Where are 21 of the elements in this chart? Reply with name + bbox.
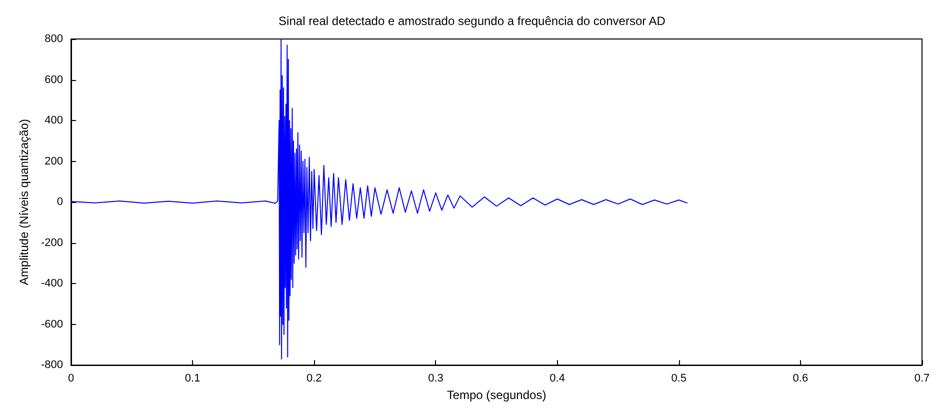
y-axis-title: Amplitude (Níveis quantização)	[17, 119, 32, 286]
y-tick-label: -400	[40, 278, 63, 290]
y-tick-label: 200	[44, 155, 63, 168]
x-tick-label: 0.1	[184, 372, 200, 385]
y-tick-label: 400	[44, 114, 63, 127]
y-tick-label: -800	[40, 359, 63, 372]
chart-title: Sinal real detectado e amostrado segundo a frequência do conversor AD	[278, 14, 666, 28]
x-tick-label: 0.2	[306, 372, 322, 385]
line-series	[70, 38, 688, 360]
x-tick-label: 0.4	[550, 372, 565, 385]
y-tick-label: 600	[44, 74, 63, 86]
x-tick-label: 0.7	[914, 372, 930, 385]
x-axis-title: Tempo (segundos)	[446, 388, 546, 402]
x-tick-label: 0.5	[671, 372, 687, 385]
y-tick-label: 800	[44, 33, 63, 45]
x-tick-label: 0	[68, 372, 74, 385]
y-tick-label: 0	[56, 196, 63, 208]
y-tick-label: -600	[40, 318, 63, 330]
x-tick-label: 0.3	[428, 372, 444, 385]
x-tick-label: 0.6	[792, 372, 808, 385]
y-tick-label: -200	[40, 236, 63, 249]
